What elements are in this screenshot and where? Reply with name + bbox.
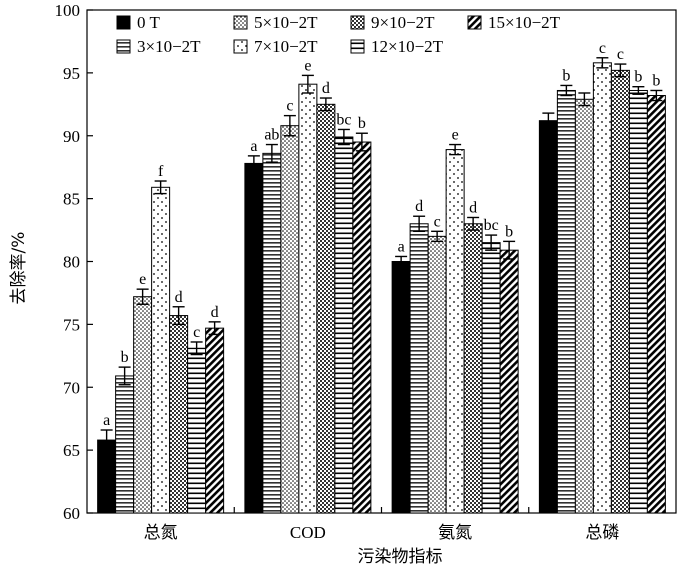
- bar: [316, 103, 336, 514]
- bar: [427, 235, 447, 514]
- significance-label: c: [286, 98, 293, 115]
- significance-label: d: [322, 80, 330, 97]
- legend-swatch: [116, 39, 131, 54]
- significance-label: b: [562, 67, 570, 84]
- bar: [538, 120, 558, 514]
- bar: [151, 186, 171, 514]
- y-tick-label: 100: [55, 1, 81, 20]
- legend-swatch: [233, 15, 248, 30]
- bar: [280, 125, 300, 514]
- legend-label: 15×10−2T: [488, 13, 561, 32]
- bar: [115, 375, 135, 514]
- bar: [298, 83, 318, 514]
- bar: [409, 223, 429, 514]
- bar: [334, 136, 354, 514]
- bar: [352, 141, 372, 514]
- significance-label: d: [175, 289, 183, 306]
- significance-label: bc: [336, 111, 351, 128]
- significance-label: bc: [484, 217, 499, 234]
- legend-swatch: [233, 39, 248, 54]
- bar: [574, 98, 594, 514]
- x-axis-title: 污染物指标: [358, 547, 443, 567]
- legend-swatch: [467, 15, 482, 30]
- x-axis: 总氮 COD 氨氮 总磷: [144, 507, 619, 543]
- y-tick-label: 95: [63, 64, 80, 83]
- significance-label: e: [304, 57, 311, 74]
- bar: [592, 62, 612, 514]
- bar: [262, 152, 282, 514]
- significance-label: f: [158, 163, 164, 180]
- significance-label: d: [469, 199, 477, 216]
- y-tick-label: 75: [63, 315, 80, 334]
- bar: [169, 315, 189, 514]
- bar: [463, 223, 483, 514]
- bar: [610, 69, 630, 514]
- legend-swatch: [350, 39, 365, 54]
- significance-label: a: [103, 412, 110, 429]
- significance-label: d: [415, 198, 423, 215]
- bar: [556, 89, 576, 514]
- bar: [481, 242, 501, 514]
- bar: [205, 327, 225, 514]
- legend-label: 5×10−2T: [254, 13, 318, 32]
- bar: [628, 89, 648, 514]
- significance-label: e: [139, 271, 146, 288]
- x-tick-label: 氨氮: [438, 523, 472, 543]
- x-tick-label: 总氮: [144, 523, 178, 543]
- legend-label: 0 T: [137, 13, 160, 32]
- y-tick-label: 65: [63, 441, 80, 460]
- y-axis-title: 去除率/%: [9, 232, 29, 305]
- legend: 0 T 5×10−2T 9×10−2T 15×10−2T 3×10−2T 7×10−2T 1…: [116, 13, 561, 56]
- significance-label: b: [358, 115, 366, 132]
- significance-label: b: [505, 223, 513, 240]
- y-tick-label: 90: [63, 127, 80, 146]
- significance-label: b: [652, 72, 660, 89]
- y-tick-label: 60: [63, 504, 80, 523]
- bar: [445, 149, 465, 514]
- y-tick-label: 85: [63, 190, 80, 209]
- bar: [646, 95, 666, 514]
- legend-swatch: [350, 15, 365, 30]
- significance-label: a: [398, 238, 405, 255]
- y-tick-label: 80: [63, 253, 80, 272]
- legend-label: 3×10−2T: [137, 37, 201, 56]
- significance-label: a: [250, 138, 257, 155]
- bar: [391, 261, 411, 514]
- legend-label: 9×10−2T: [371, 13, 435, 32]
- legend-label: 12×10−2T: [371, 37, 444, 56]
- y-axis: 60 65 70 75 80 85 90 95 100: [55, 1, 93, 523]
- x-tick-label: COD: [290, 523, 326, 542]
- bar: [187, 347, 207, 514]
- significance-label: c: [193, 324, 200, 341]
- significance-label: b: [634, 69, 642, 86]
- legend-label: 7×10−2T: [254, 37, 318, 56]
- bar: [133, 296, 153, 514]
- significance-label: e: [452, 127, 459, 144]
- significance-label: c: [617, 46, 624, 63]
- bar: [97, 439, 117, 514]
- significance-label: b: [121, 349, 129, 366]
- significance-label: c: [434, 213, 441, 230]
- significance-label: ab: [264, 127, 279, 144]
- significance-label: c: [599, 40, 606, 57]
- x-tick-label: 总磷: [585, 523, 619, 543]
- legend-swatch: [116, 15, 131, 30]
- bar: [244, 162, 264, 514]
- significance-label: d: [211, 304, 219, 321]
- y-tick-label: 70: [63, 378, 80, 397]
- bar: [499, 249, 519, 514]
